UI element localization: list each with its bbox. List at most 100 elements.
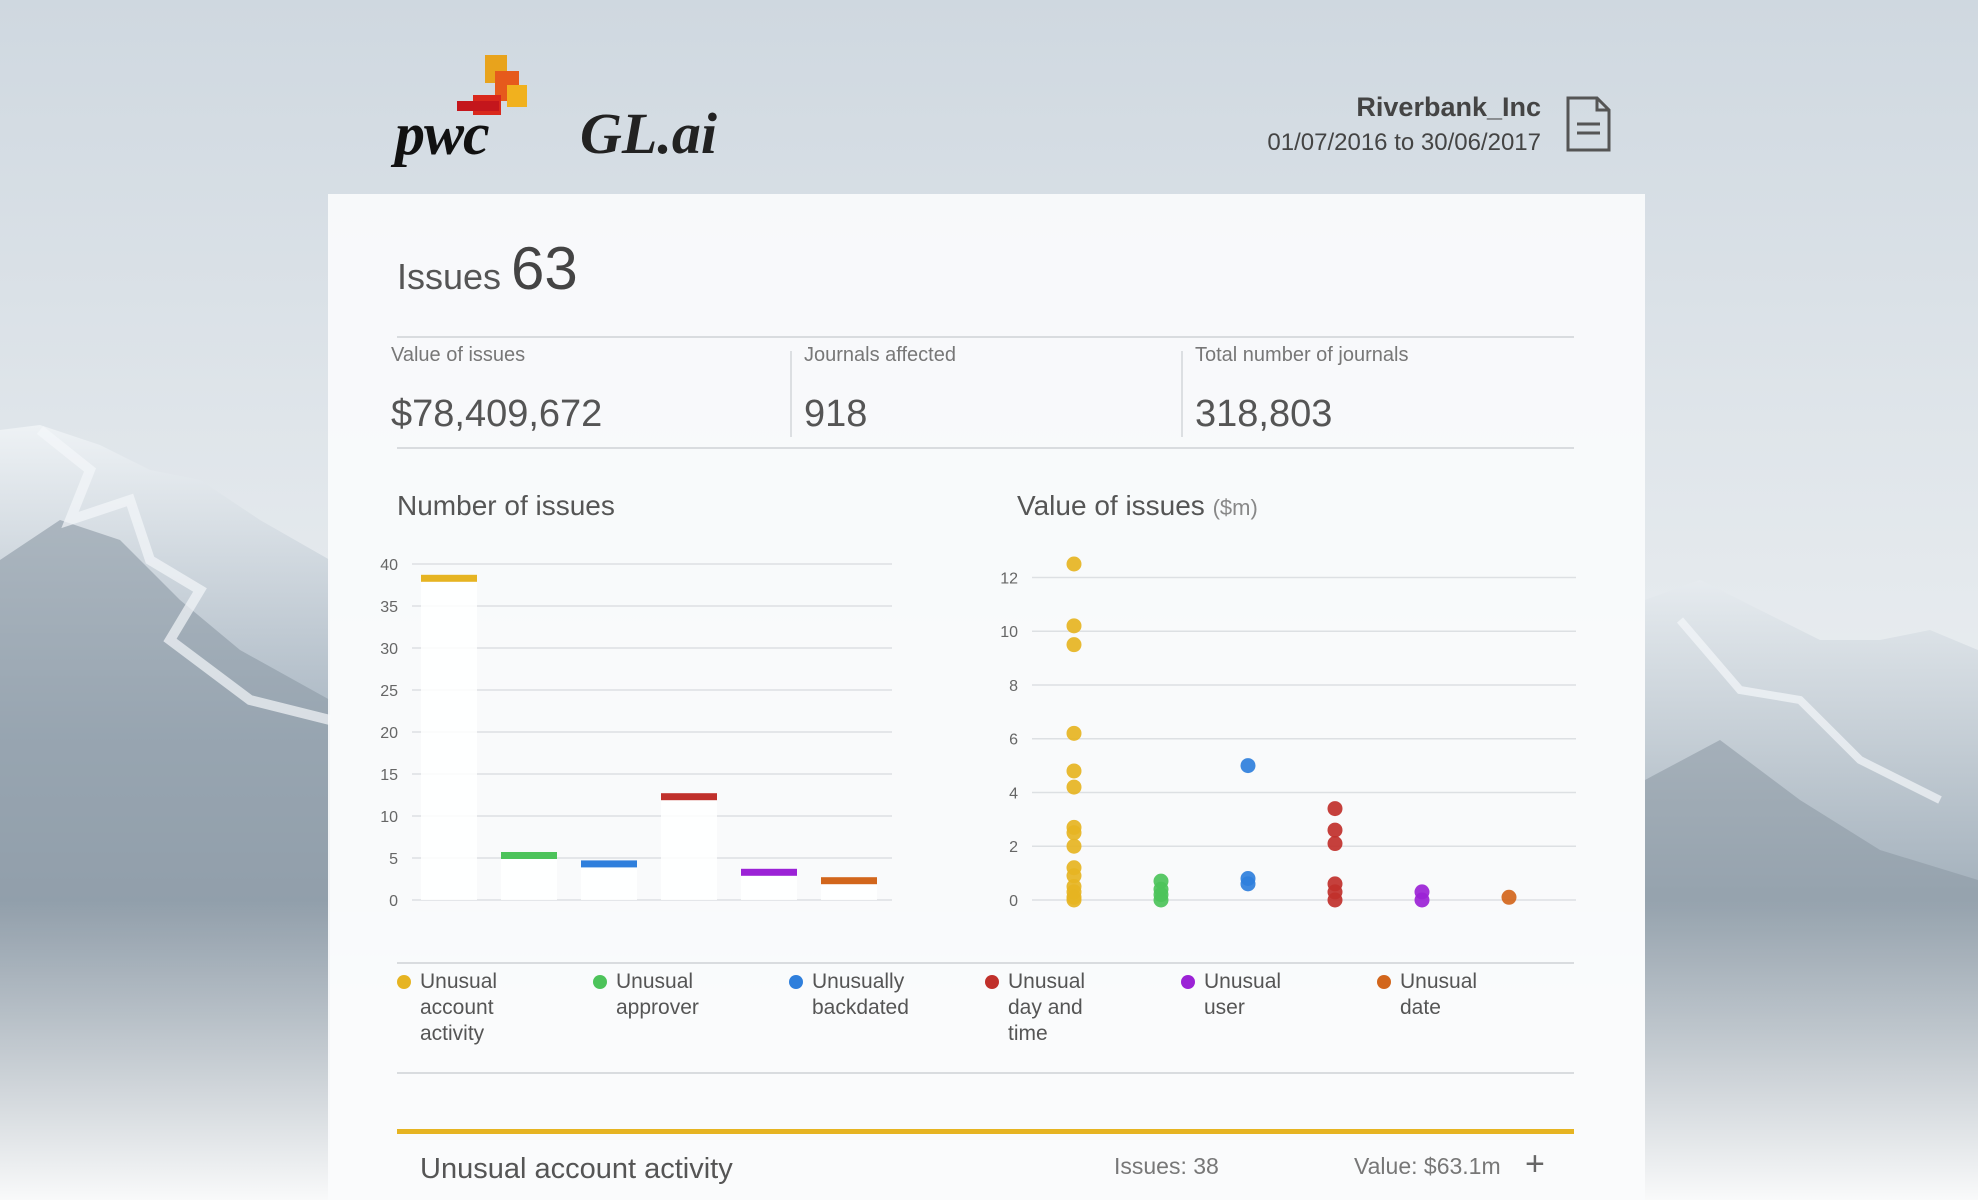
- bar-top-marker: [821, 877, 877, 885]
- legend-swatch: [1377, 975, 1391, 989]
- stat-total-journals: Total number of journals 318,803: [1195, 344, 1408, 444]
- issues-title: Issues 63: [397, 234, 578, 303]
- issues-dashboard-card: Issues 63 Value of issues $78,409,672 Jou…: [328, 194, 1645, 1200]
- legend-swatch: [593, 975, 607, 989]
- scatter-point: [1066, 763, 1082, 779]
- divider: [397, 962, 1574, 964]
- divider: [397, 447, 1574, 449]
- scatter-point: [1327, 822, 1343, 838]
- bar-chart-title: Number of issues: [397, 490, 615, 521]
- y-tick-label: 2: [1009, 839, 1018, 856]
- y-tick-label: 10: [1000, 624, 1018, 641]
- value-of-issues-scatter-chart: 0 2 4 6 8 10 12: [1000, 556, 1576, 910]
- legend-label: Unusually backdated: [812, 969, 952, 1021]
- y-tick-label: 15: [380, 767, 398, 784]
- scatter-point: [1414, 892, 1430, 908]
- bar-top-marker: [661, 793, 717, 801]
- legend-swatch: [1181, 975, 1195, 989]
- scatter-point: [1153, 892, 1169, 908]
- scatter-point: [1066, 779, 1082, 795]
- legend-label: Unusual date: [1400, 969, 1540, 1021]
- stat-value: $78,409,672: [391, 393, 603, 435]
- chart-legend: Unusual account activity Unusual approver Unu…: [397, 969, 1574, 1059]
- legend-label-line: backdated: [812, 996, 909, 1019]
- plus-icon[interactable]: +: [1525, 1145, 1545, 1183]
- legend-label: Unusual user: [1204, 969, 1344, 1021]
- scatter-point: [1066, 825, 1082, 841]
- scatter-point: [1066, 618, 1082, 634]
- divider: [1181, 351, 1183, 437]
- stat-label: Value of issues: [391, 344, 526, 366]
- legend-label-line: user: [1204, 996, 1245, 1019]
- legend-label-line: approver: [616, 996, 699, 1019]
- legend-label: Unusual day and time: [1008, 969, 1148, 1047]
- bar-top-marker: [501, 852, 557, 859]
- legend-label-line: Unusual: [1204, 970, 1282, 993]
- scatter-point: [1066, 892, 1082, 908]
- legend-label-line: day and: [1008, 996, 1083, 1019]
- bar-top-marker: [741, 868, 797, 876]
- legend-swatch: [397, 975, 411, 989]
- y-tick-label: 30: [380, 641, 398, 658]
- legend-label-line: account: [420, 996, 494, 1019]
- legend-label-line: activity: [420, 1022, 485, 1045]
- legend-label-line: Unusual: [1008, 970, 1086, 993]
- category-detail-row[interactable]: Unusual account activity Issues: 38 Valu…: [397, 1129, 1574, 1200]
- divider: [397, 1072, 1574, 1074]
- scatter-point: [1240, 758, 1256, 774]
- category-value: Value: $63.1m: [1354, 1153, 1501, 1179]
- scatter-title-unit: ($m): [1212, 495, 1258, 520]
- scatter-chart-title: Value of issues ($m): [1017, 490, 1258, 522]
- y-tick-label: 6: [1009, 732, 1018, 749]
- stat-label: Journals affected: [804, 344, 956, 366]
- stat-value: 918: [804, 393, 868, 435]
- stat-journals-affected: Journals affected 918: [804, 344, 956, 444]
- scatter-point: [1066, 637, 1082, 653]
- scatter-point: [1501, 889, 1517, 905]
- scatter-point: [1066, 838, 1082, 854]
- y-tick-label: 12: [1000, 570, 1018, 587]
- category-accent-bar: [397, 1129, 1574, 1134]
- issues-count: 63: [511, 235, 578, 302]
- client-name: Riverbank_Inc: [1356, 92, 1541, 122]
- legend-label-line: Unusual: [420, 970, 498, 993]
- divider: [397, 336, 1574, 338]
- brand-logo: pwc: [395, 101, 490, 167]
- bar: [501, 858, 557, 900]
- product-name: GL.ai: [580, 101, 717, 166]
- scatter-point: [1327, 892, 1343, 908]
- divider: [790, 351, 792, 437]
- bar: [661, 799, 717, 900]
- scatter-point: [1066, 868, 1082, 884]
- pwc-logo-mark: [457, 55, 527, 115]
- legend-label-line: Unusual: [1400, 970, 1478, 993]
- number-of-issues-bar-chart: 0 5 10 15 20 25 30 35 40: [380, 557, 892, 910]
- y-tick-label: 20: [380, 725, 398, 742]
- legend-swatch: [985, 975, 999, 989]
- y-tick-label: 5: [389, 851, 398, 868]
- y-tick-label: 0: [1009, 893, 1018, 910]
- legend-label-line: date: [1400, 996, 1441, 1019]
- legend-swatch: [789, 975, 803, 989]
- legend-label: Unusual account activity: [420, 969, 560, 1047]
- y-tick-label: 4: [1009, 785, 1018, 802]
- bar: [741, 874, 797, 900]
- y-tick-label: 35: [380, 599, 398, 616]
- stat-label: Total number of journals: [1195, 344, 1409, 366]
- bar: [581, 866, 637, 900]
- legend-label-line: time: [1008, 1022, 1048, 1045]
- y-tick-label: 10: [380, 809, 398, 826]
- scatter-point: [1327, 801, 1343, 817]
- y-tick-label: 25: [380, 683, 398, 700]
- bar: [421, 580, 477, 900]
- bar-top-marker: [421, 574, 477, 582]
- document-icon[interactable]: [1565, 96, 1611, 152]
- bar-top-marker: [581, 860, 637, 868]
- bar: [821, 883, 877, 900]
- legend-label-line: Unusually: [812, 970, 905, 993]
- scatter-title-text: Value of issues: [1017, 490, 1205, 521]
- legend-label: Unusual approver: [616, 969, 756, 1021]
- category-name: Unusual account activity: [420, 1153, 733, 1185]
- scatter-point: [1327, 836, 1343, 852]
- client-info: Riverbank_Inc 01/07/2016 to 30/06/2017: [1267, 92, 1541, 157]
